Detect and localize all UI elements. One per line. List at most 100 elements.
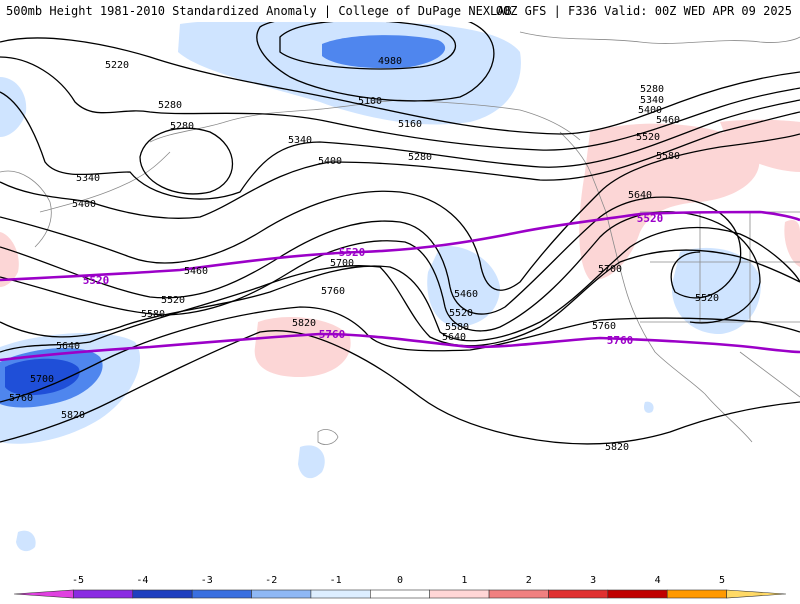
contour-label: 4980: [378, 56, 402, 67]
contour-label: 5520: [449, 308, 473, 319]
highlight-contours: [0, 210, 800, 362]
contour-5220: [0, 37, 800, 135]
colorbar-segment: [132, 589, 193, 599]
highlight-label: 5520: [637, 212, 664, 225]
colorbar-segment: [73, 589, 134, 599]
map-panel: 4980 5100 5160 5220 5280 5280 5280 5280 …: [0, 22, 800, 570]
contour-label: 5760: [592, 321, 616, 332]
contour-label: 5400: [318, 156, 342, 167]
mexico-coast: [739, 351, 800, 398]
contour-label: 5280: [408, 152, 432, 163]
contour-5400: [0, 111, 800, 219]
contour-label: 5640: [628, 190, 652, 201]
model-run-info: 00Z GFS | F336 Valid: 00Z WED APR 09 202…: [495, 4, 792, 18]
pos-anomaly-central-pacific: [254, 317, 351, 377]
pos-anomaly-canada-east: [720, 119, 800, 172]
map-svg: 4980 5100 5160 5220 5280 5280 5280 5280 …: [0, 22, 800, 552]
contour-4980: [279, 22, 457, 70]
contour-label: 5100: [358, 96, 382, 107]
colorbar-tick-label: 4: [655, 575, 661, 586]
contour-label: 5220: [105, 60, 129, 71]
contour-label: 5460: [184, 266, 208, 277]
neg-anomaly-sw-small: [16, 530, 36, 552]
colorbar-segment: [191, 589, 252, 599]
colorbar-segment: [726, 589, 787, 599]
bc-coast: [559, 131, 607, 213]
colorbar-tick-labels: -5 -4 -3 -2 -1 0 1 2 3 4 5: [72, 575, 725, 586]
hawaii-islands: [317, 429, 339, 445]
pos-anomaly-west-edge: [0, 232, 19, 287]
contour-label: 5640: [56, 341, 80, 352]
contour-label: 5280: [170, 121, 194, 132]
neg-anomaly-hawaii: [298, 445, 325, 479]
kamchatka-coast: [0, 170, 52, 248]
highlight-5520: [0, 210, 800, 282]
colorbar-tick-label: -3: [201, 575, 213, 586]
contour-5280: [0, 56, 800, 151]
contour-label: 5340: [640, 95, 664, 106]
contour-label: 5760: [9, 393, 33, 404]
highlight-label: 5520: [339, 246, 366, 259]
colorbar-tick-label: 2: [526, 575, 532, 586]
neg-anomaly-small-dot: [643, 401, 654, 413]
contour-label: 5400: [72, 199, 96, 210]
neg-anomaly-west-pacific-core: [5, 358, 80, 396]
contour-5100: [256, 22, 495, 102]
contour-5820: [0, 330, 800, 445]
colorbar-tick-label: -2: [265, 575, 277, 586]
contour-label: 5580: [141, 309, 165, 320]
contour-label: 5400: [638, 105, 662, 116]
contour-5640: [0, 226, 800, 342]
contour-label: 5640: [442, 332, 466, 343]
colorbar-tick-label: 0: [397, 575, 403, 586]
colorbar-tick-label: -1: [330, 575, 342, 586]
highlight-5760: [0, 332, 800, 362]
baja-coast: [704, 393, 753, 443]
highlight-label: 5760: [607, 334, 634, 347]
contour-label: 5280: [158, 100, 182, 111]
anomaly-colorbar: -5 -4 -3 -2 -1 0 1 2 3 4 5: [0, 572, 800, 600]
colorbar-tick-label: 3: [590, 575, 596, 586]
contour-label: 5700: [598, 264, 622, 275]
contour-label: 5700: [30, 374, 54, 385]
colorbar-segment: [251, 589, 312, 599]
colorbar-segment: [370, 589, 430, 599]
contour-label: 5160: [398, 119, 422, 130]
contour-label: 5520: [161, 295, 185, 306]
pos-anomaly-east-edge: [784, 220, 800, 267]
contour-5700: [0, 249, 800, 353]
aleutian-chain: [39, 151, 171, 213]
arctic-coast: [519, 31, 800, 44]
contour-5340: [0, 91, 800, 200]
colorbar-svg: -5 -4 -3 -2 -1 0 1 2 3 4 5: [13, 575, 787, 599]
contour-label: 5460: [454, 289, 478, 300]
highlight-label: 5760: [319, 328, 346, 341]
colorbar-segments: [13, 589, 787, 599]
us-west-coast: [605, 211, 706, 395]
contour-label: 5820: [605, 442, 629, 453]
colorbar-tick-label: -4: [136, 575, 148, 586]
neg-anomaly-nw-edge: [0, 77, 27, 137]
contour-5280-low: [139, 127, 233, 195]
header-bar: 500mb Height 1981-2010 Standardized Anom…: [0, 0, 800, 20]
neg-anomaly-gulf-alaska-core: [322, 35, 446, 69]
contour-5760: [0, 306, 800, 403]
contour-label: 5820: [61, 410, 85, 421]
contour-label: 5760: [321, 286, 345, 297]
contour-labels: 4980 5100 5160 5220 5280 5280 5280 5280 …: [9, 56, 719, 453]
contour-label: 5340: [288, 135, 312, 146]
highlight-label: 5520: [83, 274, 110, 287]
contour-label: 5820: [292, 318, 316, 329]
colorbar-segment: [666, 589, 727, 599]
contour-label: 5580: [445, 322, 469, 333]
contour-label: 5340: [76, 173, 100, 184]
colorbar-tick-label: 5: [719, 575, 725, 586]
colorbar-segment: [488, 589, 549, 599]
contour-5580: [0, 211, 761, 332]
highlight-labels: 5520 5520 5760 5760 5520: [83, 212, 664, 347]
height-contours: [0, 22, 800, 445]
colorbar-segment: [429, 589, 490, 599]
colorbar-segment: [310, 589, 371, 599]
contour-label: 5700: [330, 258, 354, 269]
colorbar-tick-label: -5: [72, 575, 84, 586]
